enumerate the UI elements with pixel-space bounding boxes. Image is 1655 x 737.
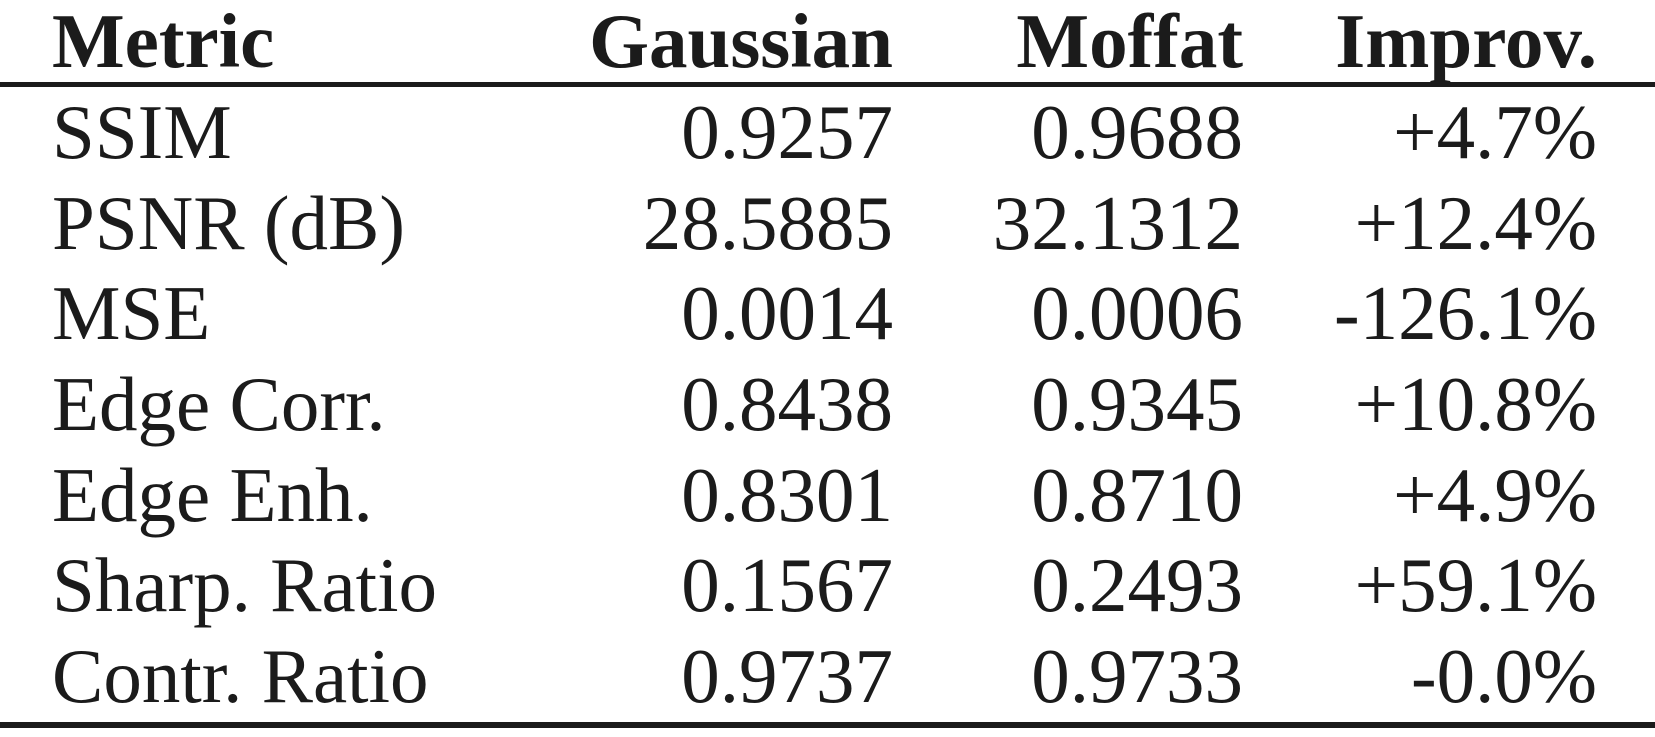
cell-metric: Sharp. Ratio: [52, 542, 437, 629]
cell-improv: -126.1%: [1333, 270, 1597, 357]
table-row: PSNR (dB) 28.5885 32.1312 +12.4%: [0, 178, 1655, 269]
cell-improv: +4.9%: [1393, 451, 1597, 538]
cell-metric: PSNR (dB): [52, 179, 406, 266]
column-header-metric: Metric: [0, 0, 540, 87]
cell-moffat: 0.9733: [893, 631, 1243, 728]
cell-improv: +59.1%: [1354, 542, 1597, 629]
cell-metric: SSIM: [52, 88, 232, 175]
cell-improv: +12.4%: [1354, 179, 1597, 266]
table-row: Contr. Ratio 0.9737 0.9733 -0.0%: [0, 631, 1655, 728]
cell-metric: Edge Enh.: [52, 451, 373, 538]
cell-gaussian: 0.1567: [681, 542, 893, 629]
cell-moffat: 0.8710: [1031, 451, 1243, 538]
cell-improv: +10.8%: [1354, 360, 1597, 447]
cell-improv: -0.0%: [1243, 631, 1655, 728]
cell-moffat: 0.2493: [1031, 542, 1243, 629]
cell-metric: MSE: [52, 270, 211, 357]
cell-gaussian: 0.9257: [681, 88, 893, 175]
cell-gaussian: 0.0014: [681, 270, 893, 357]
cell-gaussian: 0.9737: [540, 631, 893, 728]
cell-moffat: 0.0006: [1031, 270, 1243, 357]
table-row: Sharp. Ratio 0.1567 0.2493 +59.1%: [0, 540, 1655, 631]
column-header-improv: Improv.: [1243, 0, 1655, 87]
cell-gaussian: 28.5885: [642, 179, 893, 266]
cell-gaussian: 0.8301: [681, 451, 893, 538]
cell-improv: +4.7%: [1393, 88, 1597, 175]
cell-metric: Contr. Ratio: [0, 631, 540, 728]
cell-moffat: 0.9345: [1031, 360, 1243, 447]
header-row: Metric Gaussian Moffat Improv.: [0, 0, 1655, 87]
table-row: Edge Corr. 0.8438 0.9345 +10.8%: [0, 359, 1655, 450]
cell-metric: Edge Corr.: [52, 360, 386, 447]
table-row: SSIM 0.9257 0.9688 +4.7%: [0, 85, 1655, 178]
table-row: Edge Enh. 0.8301 0.8710 +4.9%: [0, 450, 1655, 541]
cell-moffat: 0.9688: [1031, 88, 1243, 175]
table-row: MSE 0.0014 0.0006 -126.1%: [0, 268, 1655, 359]
cell-moffat: 32.1312: [992, 179, 1243, 266]
column-header-gaussian: Gaussian: [540, 0, 893, 87]
column-header-moffat: Moffat: [893, 0, 1243, 87]
cell-gaussian: 0.8438: [681, 360, 893, 447]
